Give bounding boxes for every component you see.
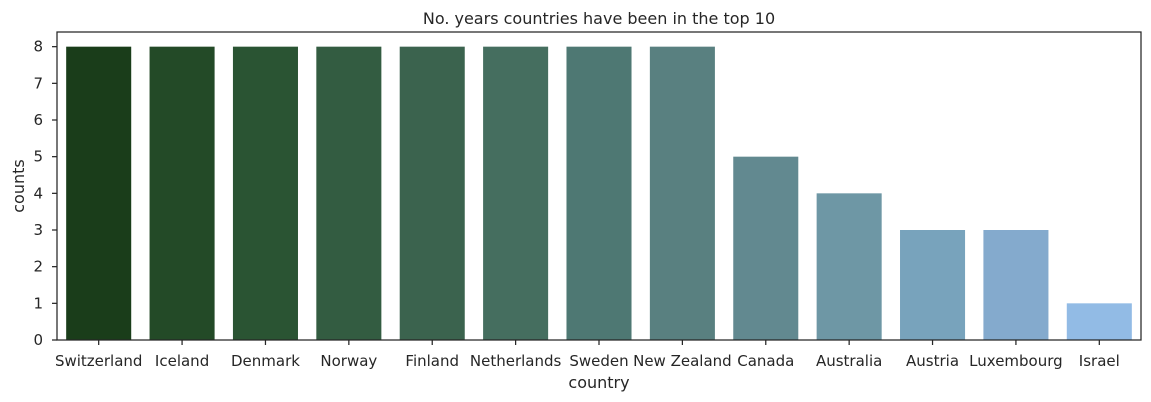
x-tick-label: Norway <box>320 352 377 370</box>
x-axis-label: country <box>568 373 629 392</box>
x-tick-label: New Zealand <box>633 352 732 370</box>
x-tick-label: Canada <box>737 352 794 370</box>
y-tick-label: 5 <box>33 148 43 166</box>
y-tick-label: 3 <box>33 221 43 239</box>
bar-luxembourg <box>983 230 1049 340</box>
bar-canada <box>733 156 799 340</box>
x-tick-label: Sweden <box>569 352 628 370</box>
x-tick-label: Switzerland <box>55 352 143 370</box>
y-tick-label: 8 <box>33 38 43 56</box>
x-tick-label: Luxembourg <box>969 352 1063 370</box>
x-tick-label: Austria <box>906 352 959 370</box>
y-tick-label: 2 <box>33 258 43 276</box>
bar-finland <box>399 46 465 341</box>
bar-iceland <box>149 46 215 341</box>
y-tick-label: 0 <box>33 331 43 349</box>
y-tick-label: 7 <box>33 74 43 92</box>
x-tick-label: Australia <box>816 352 882 370</box>
x-tick-label: Denmark <box>231 352 300 370</box>
bar-israel <box>1066 303 1132 340</box>
bar-new-zealand <box>649 46 715 341</box>
bar-switzerland <box>66 46 132 341</box>
x-tick-label: Netherlands <box>470 352 562 370</box>
chart-title: No. years countries have been in the top… <box>423 9 775 28</box>
y-axis-label: counts <box>9 159 28 212</box>
bar-norway <box>316 46 382 341</box>
x-tick-label: Iceland <box>155 352 209 370</box>
y-axis: 0 1 2 3 4 5 6 7 8 <box>33 38 57 349</box>
bar-denmark <box>232 46 298 341</box>
bar-netherlands <box>483 46 549 341</box>
y-tick-label: 1 <box>33 294 43 312</box>
x-tick-label: Finland <box>405 352 459 370</box>
bar-australia <box>816 193 882 340</box>
x-axis: Switzerland Iceland Denmark Norway Finland Ne… <box>55 340 1120 370</box>
y-tick-label: 6 <box>33 111 43 129</box>
y-tick-label: 4 <box>33 184 43 202</box>
bars-group <box>66 46 1132 341</box>
x-tick-label: Israel <box>1079 352 1120 370</box>
bar-sweden <box>566 46 632 341</box>
bar-austria <box>900 230 966 340</box>
